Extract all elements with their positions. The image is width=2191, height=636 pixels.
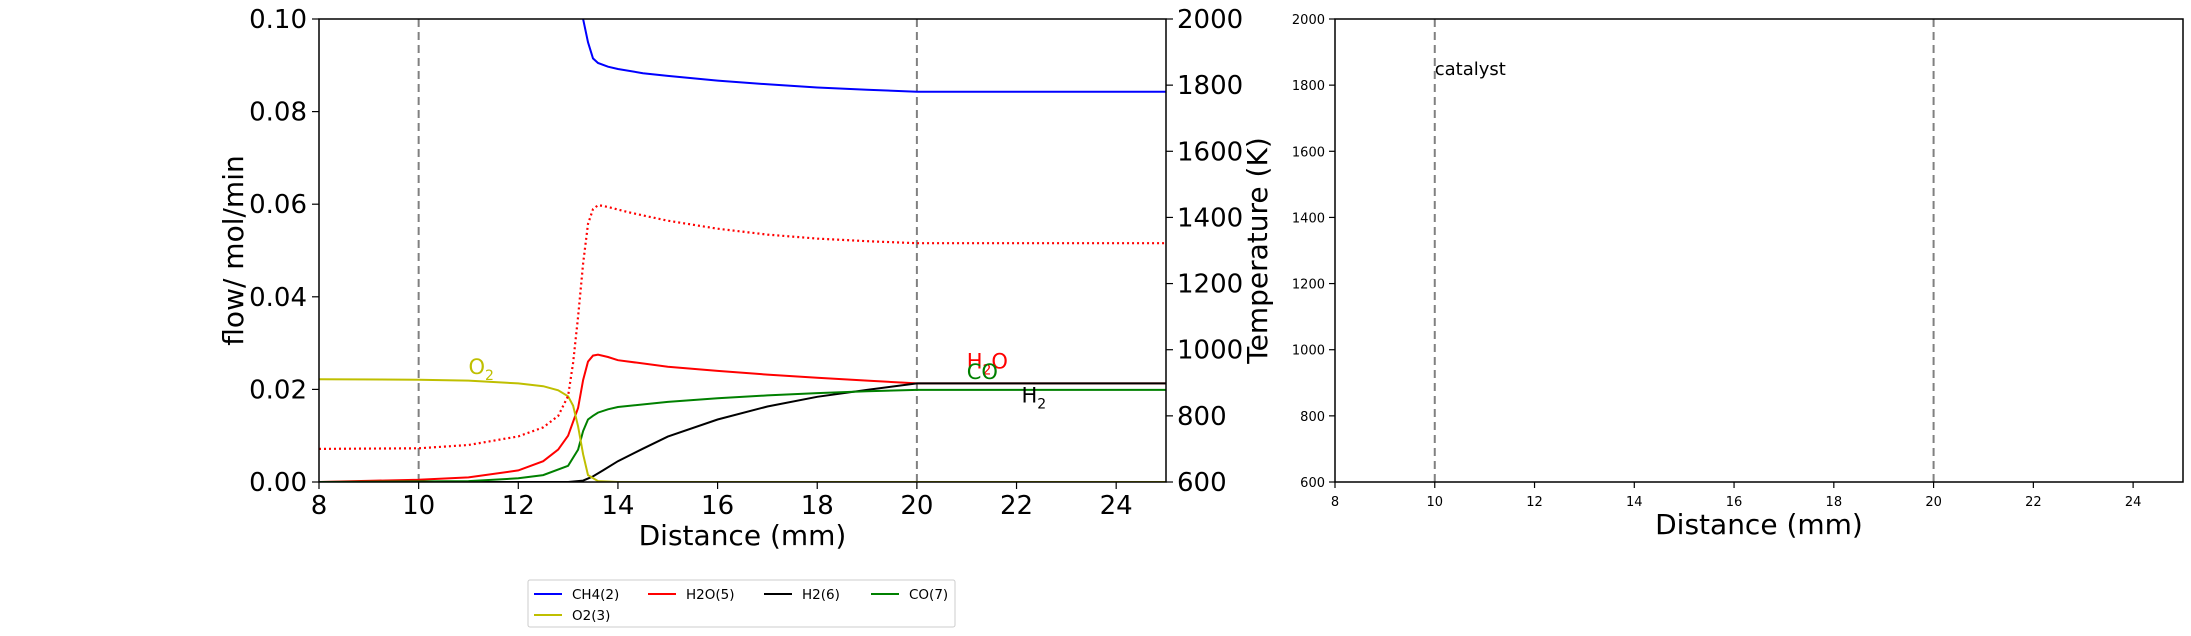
legend-label: H2(6) xyxy=(802,587,840,603)
right-xtick-label: 16 xyxy=(1726,495,1743,510)
legend-label: O2(3) xyxy=(572,608,610,624)
right-chart: 8 10 12 14 16 18 20 22 24 600 800 1000 1200 1400 1600 1… xyxy=(1292,13,2184,541)
right-ytick-label: 1400 xyxy=(1292,211,1325,226)
right-ytick-label: 1200 xyxy=(1292,278,1325,293)
left-y2tick-label: 1200 xyxy=(1177,270,1243,300)
left-xtick-label: 24 xyxy=(1100,491,1133,521)
series-line-co-7- xyxy=(319,388,1166,482)
left-xtick-label: 10 xyxy=(402,491,435,521)
right-xtick-label: 20 xyxy=(1925,495,1942,510)
left-y2-axis-title: Temperature (K) xyxy=(1241,137,1274,364)
right-xtick-label: 24 xyxy=(2125,495,2142,510)
curve-annotation: H2O xyxy=(967,350,1008,379)
right-ytick-label: 1000 xyxy=(1292,344,1325,359)
left-y2tick-label: 1600 xyxy=(1177,137,1243,167)
legend: CH4(2) H2O(5) H2(6) CO(7) O2(3) xyxy=(527,579,956,628)
series-line-ch4-2- xyxy=(582,19,1166,93)
right-xtick-label: 12 xyxy=(1526,495,1543,510)
left-y2tick-label: 600 xyxy=(1177,468,1227,498)
right-plot-frame xyxy=(1334,18,2184,483)
right-xtick-label: 8 xyxy=(1331,495,1339,510)
left-ytick-label: 0.08 xyxy=(249,98,307,128)
series-line-h2o-5- xyxy=(319,353,1166,482)
left-xtick-label: 20 xyxy=(900,491,933,521)
right-xtick-label: 14 xyxy=(1626,495,1643,510)
legend-box xyxy=(527,579,956,628)
left-y2tick-label: 1400 xyxy=(1177,203,1243,233)
right-ytick-label: 1800 xyxy=(1292,79,1325,94)
right-xtick-label: 18 xyxy=(1826,495,1843,510)
left-xtick-label: 16 xyxy=(701,491,734,521)
left-ytick-label: 0.06 xyxy=(249,190,307,220)
catalyst-annotation: catalyst xyxy=(1435,59,1506,80)
left-y2tick-label: 800 xyxy=(1177,402,1227,432)
legend-label: CH4(2) xyxy=(572,587,619,603)
left-xtick-label: 14 xyxy=(601,491,634,521)
right-x-axis-title: Distance (mm) xyxy=(1655,508,1863,541)
left-plot-frame xyxy=(318,18,1167,483)
left-y2tick-label: 2000 xyxy=(1177,5,1243,35)
left-x-axis-title: Distance (mm) xyxy=(639,519,847,552)
left-ytick-label: 0.02 xyxy=(249,375,307,405)
curve-annotation: O2 xyxy=(468,355,493,384)
legend-label: CO(7) xyxy=(909,587,948,603)
right-ytick-label: 2000 xyxy=(1292,13,1325,28)
series-line-o2-3- xyxy=(319,378,1166,482)
right-ytick-label: 1600 xyxy=(1292,145,1325,160)
right-xtick-label: 10 xyxy=(1426,495,1443,510)
left-xtick-label: 22 xyxy=(1000,491,1033,521)
left-xtick-label: 8 xyxy=(311,491,328,521)
series-line-temperature xyxy=(319,204,1166,450)
left-y2tick-label: 1800 xyxy=(1177,71,1243,101)
left-xtick-label: 12 xyxy=(502,491,535,521)
legend-label: H2O(5) xyxy=(686,587,735,603)
left-y-axis-title: flow/ mol/min xyxy=(217,155,250,345)
left-y2tick-label: 1000 xyxy=(1177,336,1243,366)
right-ytick-label: 600 xyxy=(1300,476,1325,491)
left-series-group xyxy=(319,19,1166,482)
left-ytick-label: 0.10 xyxy=(249,5,307,35)
right-ytick-label: 800 xyxy=(1300,410,1325,425)
left-chart: 8 10 12 14 16 18 20 22 24 0.00 0.02 0.04 0.06 0.08 0.1… xyxy=(217,5,1274,552)
right-xtick-label: 22 xyxy=(2025,495,2042,510)
left-ytick-label: 0.00 xyxy=(249,468,307,498)
left-ytick-label: 0.04 xyxy=(249,283,307,313)
curve-annotation: H2 xyxy=(1022,383,1047,412)
left-xtick-label: 18 xyxy=(801,491,834,521)
curve-annotation: CO xyxy=(967,360,998,384)
